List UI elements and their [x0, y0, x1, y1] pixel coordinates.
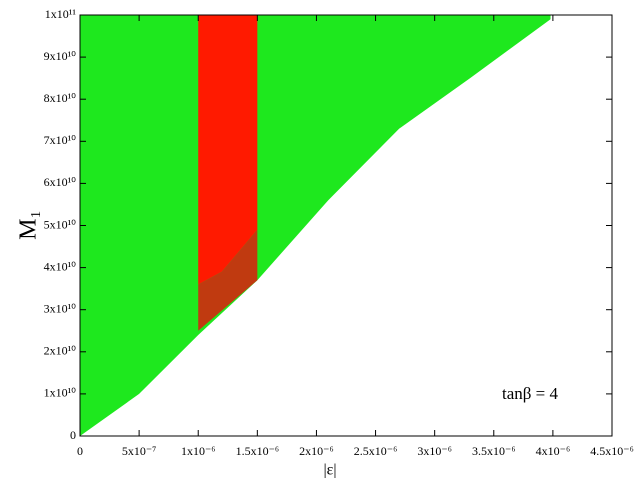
y-tick-label: 2x10¹⁰ — [44, 344, 77, 358]
x-axis-label: |ε| — [323, 462, 336, 479]
y-tick-label: 0 — [70, 428, 76, 442]
x-tick-label: 2x10⁻⁶ — [299, 444, 334, 458]
x-tick-label: 0 — [77, 444, 83, 458]
x-tick-label: 1.5x10⁻⁶ — [236, 444, 280, 458]
y-tick-label: 7x10¹⁰ — [44, 133, 77, 147]
y-tick-label: 4x10¹⁰ — [44, 259, 77, 273]
y-tick-label: 6x10¹⁰ — [44, 175, 77, 189]
y-tick-label: 8x10¹⁰ — [44, 91, 77, 105]
scatter-region — [198, 15, 258, 285]
x-tick-label: 1x10⁻⁶ — [181, 444, 216, 458]
y-axis-label: M₁ — [16, 210, 42, 240]
scatter-region — [198, 229, 258, 331]
x-tick-label: 3x10⁻⁶ — [417, 444, 452, 458]
x-tick-label: 3.5x10⁻⁶ — [472, 444, 516, 458]
x-tick-label: 4.5x10⁻⁶ — [590, 444, 634, 458]
scatter-region — [80, 15, 551, 436]
y-tick-label: 1x10¹⁰ — [44, 386, 77, 400]
x-tick-label: 5x10⁻⁷ — [122, 444, 157, 458]
annotation: tanβ = 4 — [502, 384, 559, 403]
y-tick-label: 5x10¹⁰ — [44, 217, 77, 231]
y-tick-label: 3x10¹⁰ — [44, 301, 77, 315]
y-tick-label: 9x10¹⁰ — [44, 49, 77, 63]
y-tick-label: 1x10¹¹ — [45, 7, 77, 21]
x-tick-label: 2.5x10⁻⁶ — [354, 444, 398, 458]
x-tick-label: 4x10⁻⁶ — [536, 444, 571, 458]
